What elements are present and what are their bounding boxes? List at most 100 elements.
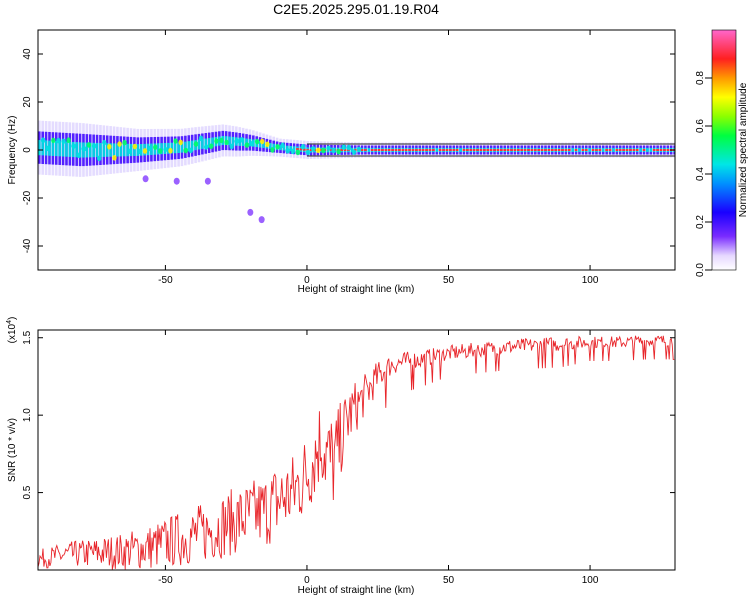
band-core-segment bbox=[58, 141, 61, 157]
band-core-segment bbox=[133, 144, 136, 156]
band-center-segment bbox=[656, 149, 659, 151]
band-core-segment bbox=[289, 145, 293, 152]
band-speckle bbox=[66, 137, 71, 144]
band-speckle bbox=[45, 145, 51, 152]
band-center-segment bbox=[469, 149, 473, 151]
band-center-segment bbox=[302, 148, 306, 151]
band-speckle bbox=[254, 138, 260, 145]
band-speckle bbox=[351, 149, 357, 155]
band-center-segment bbox=[432, 149, 435, 151]
band-core-segment bbox=[459, 147, 462, 153]
band-core-segment bbox=[207, 138, 211, 148]
band-core-segment bbox=[435, 147, 439, 153]
band-center-segment bbox=[564, 149, 568, 151]
band-core-segment bbox=[292, 146, 296, 152]
band-core-segment bbox=[75, 142, 78, 158]
band-core-segment bbox=[85, 142, 89, 158]
band-speckle bbox=[163, 146, 168, 153]
band-core-segment bbox=[156, 143, 160, 155]
band-center-segment bbox=[428, 149, 432, 151]
band-speckle bbox=[40, 137, 46, 144]
band-core-segment bbox=[167, 142, 170, 154]
band-speckle bbox=[81, 145, 87, 152]
snr-scale-label: (x104) bbox=[6, 317, 18, 344]
band-center-segment bbox=[506, 149, 510, 151]
band-center-segment bbox=[632, 149, 636, 151]
colorbar-label: Normalized spectral amplitude bbox=[738, 82, 749, 217]
band-speckle bbox=[38, 149, 41, 156]
band-core-segment bbox=[649, 147, 653, 153]
band-center-segment bbox=[540, 149, 544, 151]
band-center-segment bbox=[364, 149, 367, 151]
band-core-segment bbox=[211, 137, 214, 147]
band-center-segment bbox=[554, 149, 557, 151]
band-center-segment bbox=[483, 149, 486, 151]
band-center-segment bbox=[513, 149, 517, 151]
band-speckle bbox=[173, 138, 178, 144]
band-speckle bbox=[234, 138, 239, 145]
band-center-segment bbox=[625, 149, 629, 151]
band-core-segment bbox=[350, 147, 354, 153]
band-core-segment bbox=[116, 143, 119, 157]
band-center-segment bbox=[517, 149, 520, 151]
band-center-segment bbox=[489, 149, 493, 151]
band-core-segment bbox=[571, 147, 574, 153]
band-speckle bbox=[137, 148, 143, 155]
band-center-segment bbox=[408, 149, 411, 151]
band-center-segment bbox=[340, 149, 343, 151]
band-speckle bbox=[153, 144, 158, 151]
band-speckle bbox=[265, 141, 270, 148]
snr-x-tick-label: 0 bbox=[304, 575, 310, 586]
band-center-segment bbox=[377, 149, 381, 151]
band-core-segment bbox=[248, 138, 252, 147]
band-core-segment bbox=[601, 147, 605, 153]
band-center-segment bbox=[642, 149, 646, 151]
band-core-segment bbox=[184, 141, 187, 153]
colorbar: 0.0 0.2 0.4 0.6 0.8 Normalized spectral ampl… bbox=[695, 29, 749, 277]
band-center-segment bbox=[598, 149, 602, 151]
band-speckle bbox=[239, 137, 245, 143]
band-core-segment bbox=[187, 141, 191, 152]
band-core-segment bbox=[88, 142, 92, 158]
band-core-segment bbox=[51, 140, 55, 156]
band-core-segment bbox=[279, 145, 282, 151]
band-speckle bbox=[224, 139, 229, 146]
band-center-segment bbox=[595, 149, 598, 151]
band-speckle bbox=[91, 143, 97, 149]
band-center-segment bbox=[418, 149, 422, 151]
band-center-segment bbox=[472, 149, 476, 151]
band-center-segment bbox=[493, 149, 496, 151]
band-core-segment bbox=[262, 141, 265, 148]
band-center-segment bbox=[544, 149, 547, 151]
band-center-segment bbox=[479, 149, 483, 151]
snr-scale-text: (x104) bbox=[6, 317, 18, 344]
band-core-segment bbox=[112, 143, 116, 157]
band-speckle bbox=[219, 137, 224, 144]
band-center-segment bbox=[550, 149, 554, 151]
band-speckle bbox=[96, 155, 102, 162]
band-center-segment bbox=[635, 149, 639, 151]
colorbar-tick-label: 0.4 bbox=[695, 167, 706, 181]
snr-y-tick-label: 0.5 bbox=[22, 485, 33, 499]
band-center-segment bbox=[591, 149, 595, 151]
band-core-segment bbox=[109, 143, 112, 157]
band-core-segment bbox=[54, 141, 58, 157]
band-core-segment bbox=[92, 142, 95, 158]
band-center-segment bbox=[445, 149, 449, 151]
band-speckle bbox=[102, 139, 107, 146]
band-speckle bbox=[122, 139, 127, 146]
band-speckle bbox=[158, 148, 163, 154]
band-center-segment bbox=[561, 149, 564, 151]
band-core-segment bbox=[272, 143, 276, 150]
band-center-segment bbox=[496, 149, 500, 151]
band-speckle bbox=[183, 147, 188, 154]
band-speckle bbox=[76, 152, 81, 159]
colorbar-tick-label: 0.0 bbox=[695, 263, 706, 277]
band-center-segment bbox=[425, 149, 428, 151]
band-core-segment bbox=[258, 140, 262, 148]
band-core-segment bbox=[367, 147, 371, 153]
snr-y-tick-label: 1.0 bbox=[22, 408, 33, 422]
band-center-segment bbox=[500, 149, 503, 151]
band-speckle bbox=[188, 147, 194, 154]
